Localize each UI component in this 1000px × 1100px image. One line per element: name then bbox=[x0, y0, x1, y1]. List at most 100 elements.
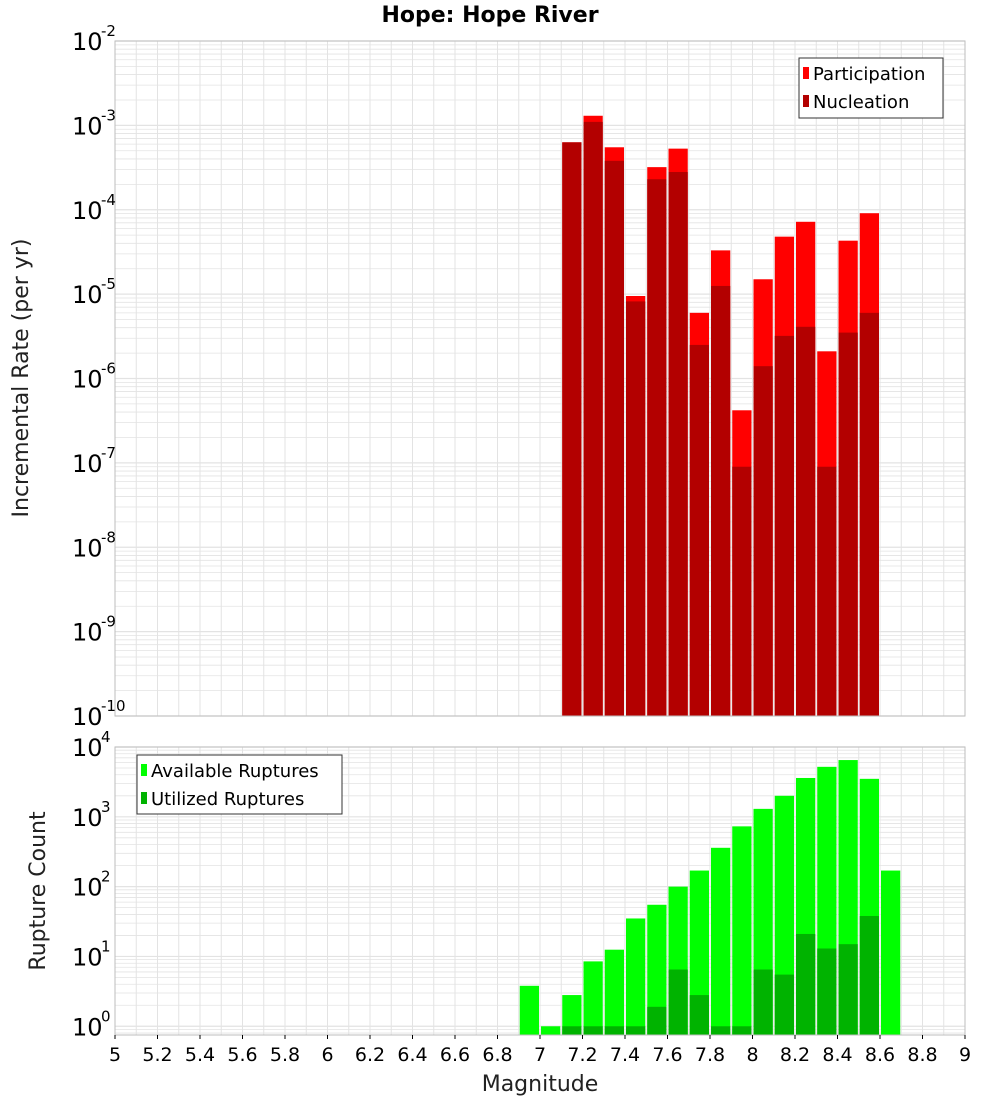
bottom-bar-available-ruptures bbox=[881, 870, 901, 1035]
top-bar-nucleation bbox=[838, 332, 858, 716]
bottom-bar-utilized-ruptures bbox=[668, 969, 688, 1035]
bottom-bar-utilized-ruptures bbox=[753, 969, 773, 1035]
top-bar-nucleation bbox=[583, 121, 603, 716]
top-legend: Participation Nucleation bbox=[798, 57, 944, 119]
y-tick-exponent: -2 bbox=[101, 22, 116, 40]
x-tick-label: 9 bbox=[959, 1044, 971, 1066]
x-tick-label: 5.2 bbox=[142, 1044, 172, 1066]
y-tick-exponent: -9 bbox=[101, 613, 116, 631]
top-bar-nucleation bbox=[796, 326, 816, 716]
x-tick-label: 6.2 bbox=[355, 1044, 385, 1066]
x-tick-label: 8.2 bbox=[780, 1044, 810, 1066]
y-tick-label: 10 bbox=[72, 874, 103, 902]
bottom-bar-utilized-ruptures bbox=[774, 974, 794, 1035]
x-tick-label: 5 bbox=[109, 1044, 121, 1066]
legend-nucleation-swatch bbox=[803, 95, 809, 107]
y-tick-exponent: 2 bbox=[101, 868, 111, 886]
bottom-bar-utilized-ruptures bbox=[604, 1026, 624, 1035]
x-tick-label: 6 bbox=[321, 1044, 333, 1066]
y-tick-label: 10 bbox=[72, 450, 103, 478]
bottom-legend-box bbox=[136, 754, 343, 815]
bottom-bar-available-ruptures bbox=[711, 847, 731, 1035]
x-tick-label: 8.4 bbox=[822, 1044, 852, 1066]
bottom-bar-utilized-ruptures bbox=[689, 995, 709, 1035]
bottom-y-axis-label: Rupture Count bbox=[26, 811, 51, 971]
top-bar-nucleation bbox=[753, 366, 773, 716]
y-tick-label: 10 bbox=[72, 366, 103, 394]
bottom-bar-available-ruptures bbox=[626, 918, 646, 1035]
bottom-plot-bars bbox=[519, 760, 901, 1035]
y-tick-label: 10 bbox=[72, 281, 103, 309]
y-tick-exponent: 3 bbox=[101, 798, 111, 816]
top-bar-nucleation bbox=[859, 312, 879, 716]
y-tick-label: 10 bbox=[72, 28, 103, 56]
legend-nucleation-label: Nucleation bbox=[813, 92, 909, 113]
y-tick-exponent: -8 bbox=[101, 528, 116, 546]
y-tick-label: 10 bbox=[72, 703, 103, 731]
y-tick-exponent: -3 bbox=[101, 106, 116, 124]
x-tick-label: 5.6 bbox=[227, 1044, 257, 1066]
bottom-bar-utilized-ruptures bbox=[583, 1026, 603, 1035]
top-bar-nucleation bbox=[668, 172, 688, 716]
y-tick-exponent: -4 bbox=[101, 191, 116, 209]
legend-participation-swatch bbox=[803, 67, 809, 79]
top-bar-nucleation bbox=[711, 285, 731, 716]
x-tick-label: 7.2 bbox=[567, 1044, 597, 1066]
bottom-bar-available-ruptures bbox=[732, 826, 752, 1035]
bottom-bar-utilized-ruptures bbox=[796, 933, 816, 1035]
x-tick-label: 8 bbox=[746, 1044, 758, 1066]
bottom-bar-available-ruptures bbox=[689, 870, 709, 1035]
legend-available-swatch bbox=[141, 764, 147, 776]
top-legend-box bbox=[798, 57, 944, 119]
bottom-bar-utilized-ruptures bbox=[838, 944, 858, 1035]
top-bar-nucleation bbox=[689, 344, 709, 716]
top-bar-nucleation bbox=[604, 160, 624, 716]
x-tick-label: 7.6 bbox=[652, 1044, 682, 1066]
y-tick-exponent: 0 bbox=[101, 1007, 111, 1025]
x-tick-label: 5.4 bbox=[185, 1044, 215, 1066]
legend-available-label: Available Ruptures bbox=[151, 761, 319, 782]
bottom-bar-available-ruptures bbox=[583, 961, 603, 1035]
legend-participation-label: Participation bbox=[813, 64, 925, 85]
x-tick-label: 6.4 bbox=[397, 1044, 427, 1066]
bottom-bar-utilized-ruptures bbox=[562, 1026, 582, 1035]
top-plot-grid bbox=[114, 40, 966, 717]
bottom-bar-available-ruptures bbox=[541, 1026, 561, 1035]
bottom-bar-available-ruptures bbox=[647, 904, 667, 1035]
y-tick-label: 10 bbox=[72, 734, 103, 762]
x-tick-label: 8.8 bbox=[907, 1044, 937, 1066]
legend-utilized-swatch bbox=[141, 792, 147, 804]
bottom-bar-utilized-ruptures bbox=[732, 1026, 752, 1035]
bottom-bar-available-ruptures bbox=[562, 995, 582, 1035]
top-bar-nucleation bbox=[626, 301, 646, 716]
top-plot-frame bbox=[114, 40, 966, 717]
top-bar-nucleation bbox=[817, 466, 837, 716]
bottom-bar-utilized-ruptures bbox=[647, 1006, 667, 1035]
y-tick-label: 10 bbox=[72, 1013, 103, 1041]
top-bar-nucleation bbox=[732, 466, 752, 716]
top-plot-bars bbox=[562, 115, 879, 717]
bottom-bar-utilized-ruptures bbox=[711, 1026, 731, 1035]
y-tick-exponent: -10 bbox=[101, 697, 126, 715]
bottom-bar-available-ruptures bbox=[604, 949, 624, 1035]
x-tick-label: 7.4 bbox=[610, 1044, 640, 1066]
x-tick-label: 7 bbox=[534, 1044, 546, 1066]
top-bar-nucleation bbox=[647, 179, 667, 717]
x-tick-label: 7.8 bbox=[695, 1044, 725, 1066]
y-tick-label: 10 bbox=[72, 534, 103, 562]
chart-title: Hope: Hope River bbox=[381, 3, 598, 28]
y-tick-exponent: 4 bbox=[101, 728, 111, 746]
bottom-legend: Available Ruptures Utilized Ruptures bbox=[136, 754, 343, 815]
bottom-plot-grid bbox=[114, 746, 966, 1035]
top-bar-nucleation bbox=[774, 335, 794, 716]
bottom-bar-available-ruptures bbox=[519, 985, 539, 1035]
y-tick-exponent: 1 bbox=[101, 937, 111, 955]
x-tick-label: 5.8 bbox=[270, 1044, 300, 1066]
y-tick-label: 10 bbox=[72, 804, 103, 832]
y-tick-exponent: -7 bbox=[101, 444, 116, 462]
